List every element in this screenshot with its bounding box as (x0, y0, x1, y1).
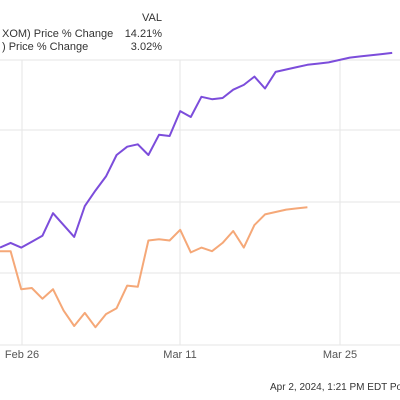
series-line-2 (0, 206, 308, 329)
footer-timestamp: Apr 2, 2024, 1:21 PM EDT Powe (270, 382, 400, 393)
legend: VAL XOM) Price % Change 14.21% ) Price %… (2, 12, 162, 53)
legend-series-2-value: 3.02% (131, 41, 162, 53)
legend-header: VAL (142, 12, 162, 24)
series-line-1 (0, 51, 393, 249)
legend-series-2-label: ) Price % Change (2, 41, 88, 53)
x-tick-label: Feb 26 (5, 349, 39, 361)
series-lines (0, 51, 393, 329)
x-tick-label: Mar 25 (323, 349, 357, 361)
legend-series-1-value: 14.21% (125, 28, 163, 40)
legend-series-1-label: XOM) Price % Change (2, 28, 113, 40)
x-axis-ticks: Feb 26 Mar 11 Mar 25 (5, 349, 357, 361)
x-tick-label: Mar 11 (163, 349, 196, 361)
gridlines (0, 59, 400, 346)
